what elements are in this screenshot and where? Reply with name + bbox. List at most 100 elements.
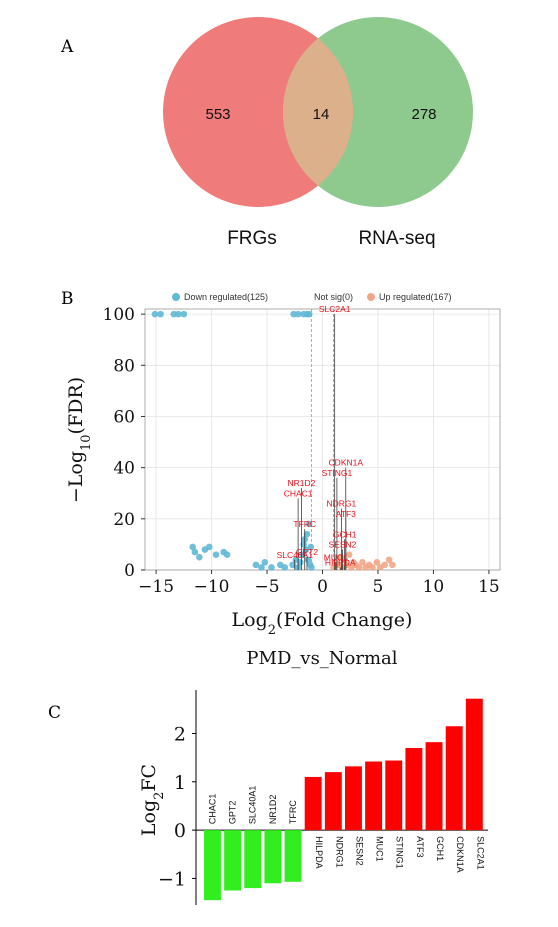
legend-label-down: Down regulated(125)	[184, 292, 268, 302]
bar	[304, 776, 322, 831]
volcano-y-tick-label: 60	[113, 407, 135, 427]
down-regulated-point	[281, 564, 289, 571]
down-regulated-point	[303, 530, 311, 538]
venn-frgs-only-count: 553	[205, 106, 230, 123]
bar	[284, 830, 302, 882]
down-regulated-point	[196, 553, 203, 561]
bar-category-label: CHAC1	[207, 794, 217, 825]
volcano-x-tick-label: 15	[478, 577, 500, 597]
gene-label: MUC1	[324, 552, 348, 562]
down-regulated-point	[297, 559, 304, 566]
down-regulated-point	[304, 556, 312, 564]
bar-panel: C −1 0 1 2 CHAC1 GPT2 SLC40A1 NR1D2 TFRC HILPDA N…	[48, 690, 488, 905]
down-regulated-point	[157, 310, 164, 318]
volcano-x-tick-label: 10	[423, 577, 445, 597]
bar-series	[204, 698, 483, 901]
bar-y-tick-label: 2	[174, 723, 186, 745]
bar	[244, 830, 262, 889]
down-regulated-point	[223, 551, 231, 558]
volcano-y-tick-label: 20	[113, 510, 135, 530]
down-regulated-point	[261, 559, 269, 566]
panel-c-label: C	[48, 703, 61, 723]
up-regulated-point	[359, 559, 366, 566]
bar-category-label: NR1D2	[268, 795, 278, 825]
bar	[345, 766, 362, 831]
down-regulated-point	[300, 541, 307, 548]
up-regulated-point	[385, 556, 393, 564]
bar-category-label: TFRC	[288, 800, 298, 824]
legend-marker-up	[367, 293, 375, 301]
venn-rnaseq-label: RNA-seq	[358, 228, 435, 249]
bar	[385, 760, 403, 831]
gene-label: SESN2	[329, 540, 357, 550]
bar	[445, 726, 463, 831]
gene-label: SLC2A1	[319, 304, 351, 314]
bar-category-label: SLC40A1	[248, 786, 258, 825]
down-regulated-point	[212, 551, 220, 558]
bar	[405, 747, 423, 831]
volcano-legend: Down regulated(125) Not sig(0) Up regulate…	[172, 292, 452, 302]
gene-label: CHAC1	[284, 488, 313, 498]
bar-category-label: GCH1	[435, 836, 445, 861]
volcano-x-tick-label: 0	[317, 577, 328, 597]
volcano-x-axis-label: Log2(Fold Change)	[232, 609, 413, 638]
legend-label-notsig: Not sig(0)	[314, 292, 353, 302]
volcano-x-tick-label: −10	[194, 577, 230, 597]
down-regulated-point	[180, 310, 188, 318]
bar-category-label: SESN2	[354, 836, 364, 866]
bar-y-tick-label: 0	[174, 820, 186, 842]
down-regulated-point	[252, 561, 260, 569]
gene-label: ATF3	[336, 509, 356, 519]
gene-label: NR1D2	[287, 478, 315, 488]
panel-a-label: A	[60, 37, 74, 57]
bar	[264, 830, 282, 884]
volcano-y-tick-label: 0	[124, 561, 135, 581]
up-regulated-point	[389, 561, 396, 569]
gene-label: HILPDA	[325, 557, 356, 567]
down-regulated-point	[307, 543, 315, 551]
gene-label: STING1	[322, 468, 353, 478]
bar	[365, 761, 383, 831]
venn-frgs-label: FRGs	[227, 228, 277, 249]
down-regulated-point	[302, 546, 310, 553]
up-regulated-point	[373, 559, 381, 566]
up-regulated-point	[355, 564, 363, 571]
bar	[465, 698, 483, 831]
volcano-panel: B Down regulated(125) Not sig(0) Up regula…	[61, 289, 501, 669]
volcano-y-tick-label: 100	[103, 305, 135, 325]
down-regulated-point	[174, 310, 182, 318]
venn-rnaseq-only-count: 278	[411, 106, 436, 123]
gene-label: TFRC	[293, 519, 316, 529]
volcano-y-tick-label: 40	[113, 459, 135, 479]
volcano-comparison-title: PMD_vs_Normal	[246, 648, 397, 669]
down-regulated-point	[258, 564, 265, 571]
bar	[224, 830, 242, 891]
bar-category-label: SLC2A1	[475, 836, 485, 870]
volcano-x-ticks: −15 −10 −5 0 5 10 15	[138, 570, 500, 597]
up-regulated-point	[345, 551, 353, 558]
legend-marker-down	[172, 293, 180, 301]
down-regulated-point	[189, 543, 197, 551]
bar-category-label: MUC1	[375, 836, 385, 862]
bar-category-label: GPT2	[228, 801, 238, 825]
venn-overlap-count: 14	[313, 106, 330, 123]
gene-label: GCH1	[333, 529, 357, 539]
bar-y-ticks: −1 0 1 2	[158, 723, 196, 890]
gene-label: CDKN1A	[329, 458, 364, 468]
gene-label: GPT2	[296, 547, 318, 557]
bar-gene-labels: CHAC1 GPT2 SLC40A1 NR1D2 TFRC HILPDA NDRG1 SESN…	[207, 786, 485, 873]
down-regulated-point	[299, 551, 306, 558]
down-regulated-point	[206, 543, 213, 551]
down-regulated-point	[294, 310, 302, 318]
bar	[204, 830, 221, 901]
bar-category-label: HILPDA	[314, 836, 324, 869]
bar-category-label: STING1	[395, 836, 405, 869]
down-regulated-point	[305, 520, 313, 528]
venn-panel: A 553 14 278 FRGs RNA-seq	[60, 17, 473, 249]
panel-b-label: B	[61, 289, 74, 309]
legend-label-up: Up regulated(167)	[379, 292, 452, 302]
bar-y-tick-label: 1	[174, 772, 186, 794]
volcano-x-tick-label: −5	[255, 577, 280, 597]
